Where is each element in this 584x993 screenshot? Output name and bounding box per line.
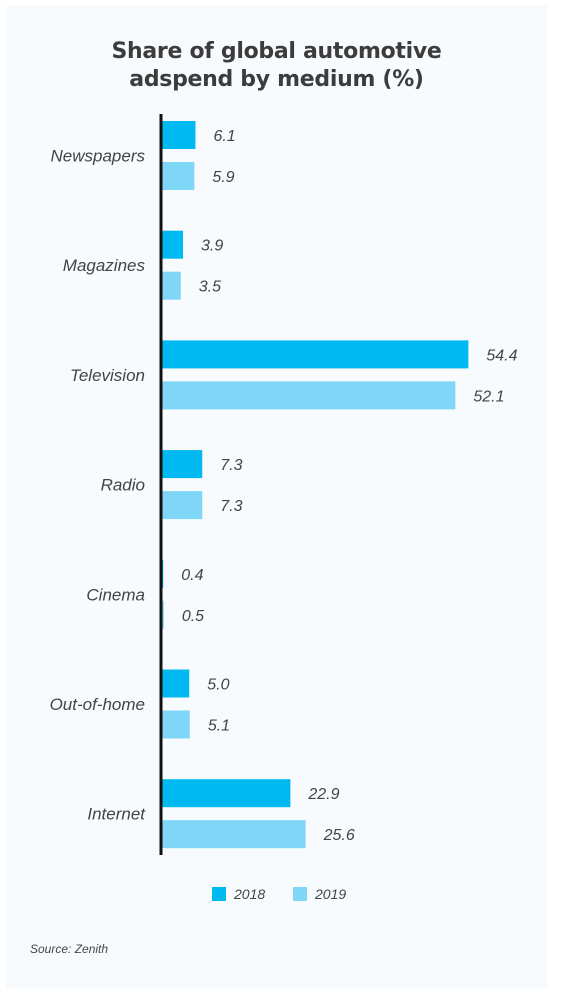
- data-label-2019: 25.6: [323, 827, 355, 844]
- bar-2018-radio: [161, 450, 203, 479]
- data-label-2019: 52.1: [473, 388, 504, 405]
- legend-label-2018: 2018: [233, 886, 265, 902]
- category-label: Magazines: [63, 256, 146, 275]
- bar-2018-out-of-home: [161, 669, 190, 698]
- bar-2018-internet: [161, 779, 291, 808]
- data-label-2018: 6.1: [213, 128, 235, 145]
- data-label-2019: 7.3: [220, 498, 242, 515]
- chart-title-line-1: Share of global automotive: [111, 39, 442, 64]
- bar-2019-magazines: [161, 271, 181, 300]
- data-label-2018: 0.4: [181, 567, 203, 584]
- bar-2019-internet: [161, 820, 306, 849]
- data-label-2019: 5.1: [208, 718, 230, 735]
- category-label: Newspapers: [51, 147, 146, 166]
- data-label-2018: 3.9: [201, 238, 223, 255]
- bar-2019-television: [161, 381, 456, 410]
- data-label-2018: 7.3: [220, 457, 242, 474]
- category-label: Cinema: [86, 585, 145, 604]
- category-label: Radio: [101, 476, 145, 495]
- data-label-2019: 5.9: [212, 169, 234, 186]
- bar-2019-radio: [161, 491, 203, 520]
- bar-2018-newspapers: [161, 121, 196, 149]
- data-label-2018: 22.9: [307, 786, 339, 803]
- data-label-2018: 54.4: [486, 347, 517, 364]
- data-label-2019: 3.5: [199, 279, 221, 296]
- category-label: Television: [70, 366, 145, 385]
- legend-swatch-2018: [212, 887, 226, 901]
- bar-2019-newspapers: [161, 162, 195, 190]
- category-label: Internet: [87, 805, 146, 824]
- chart-title-line-2: adspend by medium (%): [129, 67, 424, 92]
- bar-2018-magazines: [161, 230, 184, 259]
- bar-2019-out-of-home: [161, 710, 190, 739]
- data-label-2018: 5.0: [207, 677, 229, 694]
- legend-label-2019: 2019: [314, 886, 346, 902]
- chart-title: Share of global automotive adspend by me…: [6, 38, 547, 94]
- bar-2018-television: [161, 340, 469, 369]
- data-label-2019: 0.5: [182, 608, 204, 625]
- source-note: Source: Zenith: [30, 942, 109, 956]
- legend-swatch-2019: [293, 887, 307, 901]
- category-label: Out-of-home: [50, 695, 145, 714]
